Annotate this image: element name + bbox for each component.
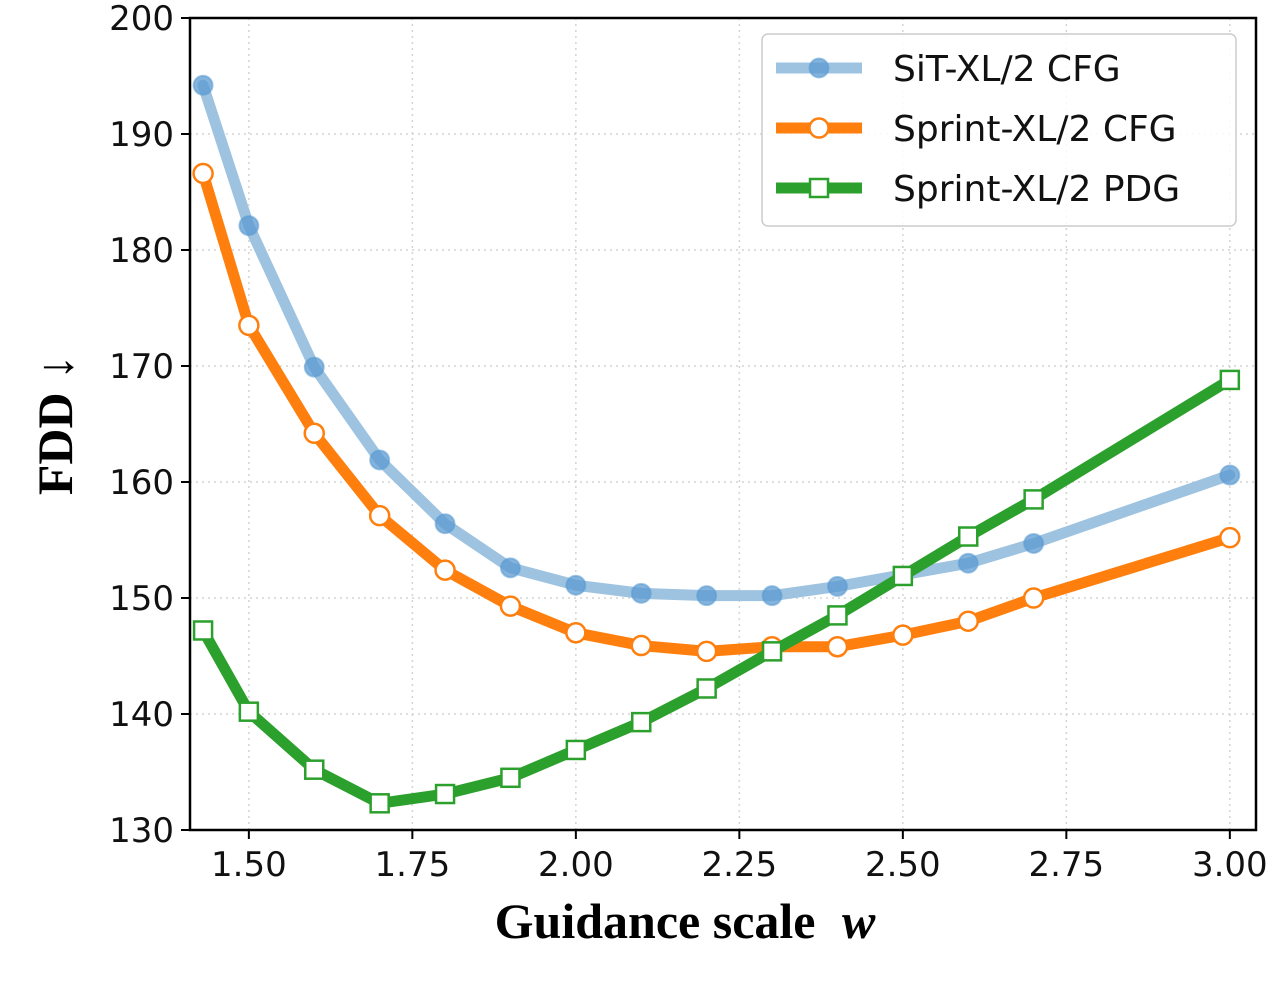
plot-frame — [188, 16, 1258, 832]
data-point — [368, 504, 391, 527]
data-point — [369, 793, 390, 814]
data-point — [369, 449, 391, 471]
data-point — [695, 640, 718, 663]
y-tick-label: 130 — [109, 811, 174, 851]
data-point — [957, 610, 979, 632]
data-point — [238, 701, 260, 722]
x-axis-title-text: Guidance scale — [495, 893, 816, 949]
series-line — [197, 79, 1236, 602]
legend-marker — [808, 177, 830, 199]
y-tick-label: 200 — [109, 0, 174, 39]
x-tick-label: 1.50 — [211, 845, 287, 885]
series-3 — [192, 369, 1241, 814]
data-point — [957, 552, 979, 574]
legend: SiT-XL/2 CFG Sprint-XL/2 CFG Sprint-XL/2 P… — [761, 33, 1237, 227]
y-tick-label: 170 — [109, 347, 174, 387]
data-point — [192, 74, 214, 96]
data-point — [499, 557, 521, 579]
y-tick-label: 180 — [109, 231, 174, 271]
legend-box — [761, 33, 1237, 227]
data-point — [565, 574, 587, 596]
data-point — [238, 215, 260, 237]
series-1 — [192, 74, 1241, 607]
data-point — [892, 624, 914, 646]
x-axis-title: Guidance scale w — [495, 893, 876, 949]
axis-ticks: 1.50 1.75 2.00 2.25 2.50 2.75 3.00 130 140 150 160… — [109, 0, 1268, 885]
x-tick-label: 3.00 — [1192, 845, 1268, 885]
data-point — [957, 526, 979, 547]
data-point — [827, 605, 848, 626]
data-point — [434, 783, 456, 805]
x-tick-label: 1.75 — [375, 845, 451, 885]
data-point — [238, 314, 260, 337]
x-tick-label: 2.50 — [865, 845, 941, 885]
data-point — [565, 739, 587, 761]
data-point — [696, 678, 717, 699]
y-tick-label: 150 — [109, 579, 174, 619]
y-tick-label: 140 — [109, 695, 174, 735]
series-layer — [192, 74, 1241, 814]
data-point — [1023, 532, 1045, 554]
data-point — [1219, 526, 1241, 549]
data-point — [761, 641, 783, 662]
data-point — [631, 711, 652, 733]
data-point — [1023, 489, 1044, 510]
data-point — [761, 585, 783, 607]
data-point — [499, 595, 522, 617]
x-tick-label: 2.75 — [1028, 845, 1104, 885]
data-point — [630, 582, 652, 604]
x-tick-label: 2.00 — [538, 845, 614, 885]
data-point — [565, 622, 587, 644]
data-point — [826, 575, 848, 597]
legend-label: Sprint-XL/2 CFG — [893, 109, 1177, 150]
data-point — [630, 634, 653, 657]
data-point — [1219, 369, 1241, 391]
series-line — [197, 167, 1236, 657]
y-tick-label: 160 — [109, 463, 174, 503]
legend-marker — [808, 57, 830, 79]
data-point — [500, 767, 521, 789]
x-axis-title-variable: w — [842, 893, 876, 949]
data-point — [826, 635, 849, 658]
data-point — [892, 565, 914, 587]
data-point — [434, 513, 456, 535]
data-point — [1219, 464, 1241, 486]
legend-marker — [808, 117, 830, 139]
data-point — [304, 759, 325, 780]
legend-item: Sprint-XL/2 CFG — [776, 109, 1177, 150]
legend-item: Sprint-XL/2 PDG — [776, 169, 1180, 210]
y-axis-title: FDD ↓ — [27, 355, 83, 495]
data-point — [1022, 587, 1045, 609]
x-tick-label: 2.25 — [701, 845, 777, 885]
data-point — [192, 162, 214, 185]
legend-label: Sprint-XL/2 PDG — [893, 169, 1180, 210]
data-point — [303, 422, 326, 445]
data-point — [192, 620, 214, 641]
data-point — [303, 356, 325, 378]
data-point — [696, 585, 718, 607]
y-tick-label: 190 — [109, 115, 174, 155]
data-point — [434, 559, 456, 581]
legend-item: SiT-XL/2 CFG — [776, 49, 1121, 90]
legend-label: SiT-XL/2 CFG — [893, 49, 1121, 90]
